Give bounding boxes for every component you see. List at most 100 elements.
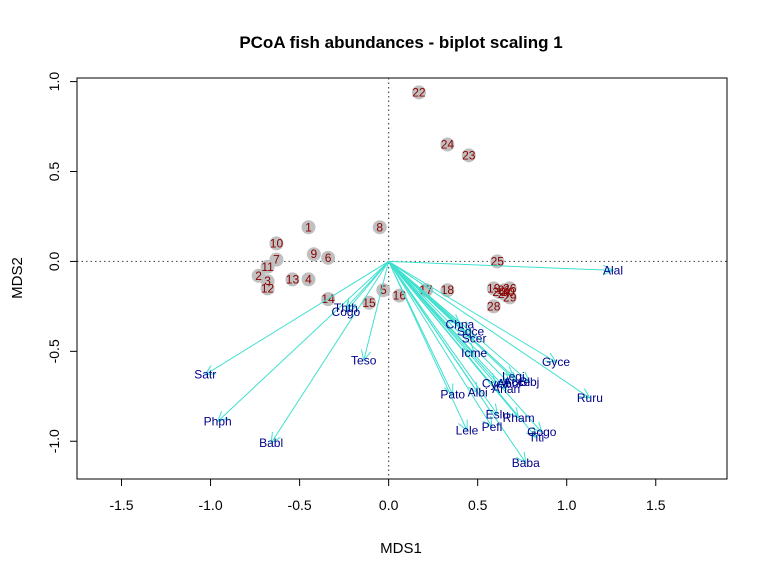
site-point <box>376 283 391 298</box>
species-arrow <box>388 261 496 385</box>
site-label: 30 <box>501 285 515 299</box>
site-label: 3 <box>264 274 271 288</box>
species-arrowhead <box>458 419 468 432</box>
site-label: 29 <box>503 290 517 304</box>
species-arrowhead <box>216 411 229 423</box>
species-label: Scer <box>462 332 487 346</box>
site-point <box>260 259 275 274</box>
species-arrowhead <box>506 371 518 383</box>
site-label: 2 <box>255 269 262 283</box>
site-label: 5 <box>380 283 387 297</box>
site-label: 25 <box>491 254 505 268</box>
species-arrowhead <box>463 342 475 354</box>
x-tick-label: 1.0 <box>557 497 577 513</box>
species-label: Legi <box>502 370 525 384</box>
site-label: 20 <box>492 285 506 299</box>
species-arrowhead <box>345 300 357 313</box>
species-label: Rham <box>503 411 535 425</box>
site-point <box>321 250 336 265</box>
species-label: Eslu <box>486 407 509 421</box>
x-tick-label: 0.0 <box>379 497 399 513</box>
x-axis: -1.5 -1.0 -0.5 0.0 0.5 1.0 1.5 <box>109 478 666 513</box>
species-label: Sqce <box>457 325 485 339</box>
species-arrowhead <box>482 415 493 428</box>
species-label: Thth <box>334 301 358 315</box>
site-label: 28 <box>487 299 501 313</box>
site-point <box>269 236 284 251</box>
y-tick-label: -0.5 <box>46 339 62 363</box>
site-label: 15 <box>362 296 376 310</box>
species-label: Teso <box>351 353 377 367</box>
species-arrow <box>363 261 390 361</box>
species-arrow <box>388 261 511 385</box>
plot-area: 1234567891011121314151617181920212223242… <box>77 78 727 479</box>
site-label: 27 <box>498 287 512 301</box>
species-label: Anan <box>492 382 520 396</box>
y-tick-label: 0.0 <box>46 251 62 271</box>
species-label: Blbj <box>519 375 539 389</box>
site-point <box>301 272 316 287</box>
species-label: Satr <box>194 368 216 382</box>
species-label: Phph <box>204 414 232 428</box>
species-arrow <box>345 261 390 309</box>
site-label: 11 <box>261 260 274 274</box>
species-arrow <box>388 260 614 271</box>
site-point <box>500 284 515 299</box>
y-tick-label: -1.0 <box>46 429 62 453</box>
species-label: Lele <box>456 423 479 437</box>
site-label: 13 <box>286 272 300 286</box>
species-arrowhead <box>270 432 281 445</box>
site-label: 9 <box>311 247 318 261</box>
site-point <box>461 148 476 163</box>
site-label: 21 <box>498 283 512 297</box>
species-label: Icme <box>461 346 487 360</box>
species-label: Pato <box>440 387 465 401</box>
species-arrowhead <box>518 371 531 383</box>
species-arrowhead <box>204 365 217 376</box>
site-label: 12 <box>261 281 275 295</box>
species-arrow <box>388 261 537 438</box>
species-arrow <box>270 261 390 444</box>
species-arrow <box>388 261 530 383</box>
site-point <box>285 272 300 287</box>
site-label: 4 <box>305 272 312 286</box>
x-tick-label: 0.5 <box>468 497 488 513</box>
species-label: Ruru <box>577 391 603 405</box>
species-arrowhead <box>508 407 520 419</box>
site-point <box>486 299 501 314</box>
site-label: 1 <box>305 220 312 234</box>
species-arrowhead <box>361 349 372 362</box>
site-label: 23 <box>462 148 476 162</box>
species-label: Baba <box>512 456 540 470</box>
site-label: 6 <box>325 251 332 265</box>
species-arrowhead <box>495 378 507 390</box>
species-label: Acce <box>504 375 531 389</box>
species-arrowhead <box>531 421 543 434</box>
species-arrow <box>388 261 518 383</box>
x-tick-label: -1.5 <box>109 497 133 513</box>
species-arrowhead <box>499 373 511 385</box>
species-arrowhead <box>526 426 538 439</box>
species-label: Cyca <box>482 377 510 391</box>
site-point <box>301 220 316 235</box>
site-label: 26 <box>503 281 517 295</box>
species-arrowhead <box>345 297 357 310</box>
x-axis-label: MDS1 <box>380 540 422 557</box>
site-point <box>260 281 275 296</box>
site-point <box>440 283 455 298</box>
species-arrow <box>204 260 389 376</box>
site-point <box>306 247 321 262</box>
chart-title: PCoA fish abundances - biplot scaling 1 <box>239 33 562 52</box>
site-label: 24 <box>441 138 455 152</box>
species-arrowhead <box>443 383 454 396</box>
species-arrow <box>388 261 479 393</box>
site-point <box>362 295 377 310</box>
y-axis: -1.0 -0.5 0.0 0.5 1.0 <box>46 72 78 453</box>
species-arrow <box>388 261 591 399</box>
site-point <box>490 254 505 269</box>
species-label: Gyce <box>542 355 570 369</box>
species-label: Abbr <box>497 377 522 391</box>
species-arrow <box>388 261 468 431</box>
species-arrow <box>388 261 493 428</box>
